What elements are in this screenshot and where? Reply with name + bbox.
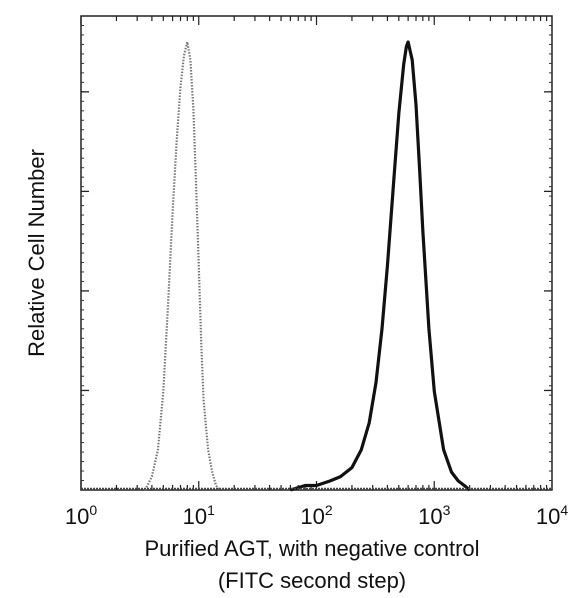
series-0-line [144,40,221,491]
y-axis-ticks [81,24,552,482]
x-tick-label: 100 [65,502,97,529]
x-tick-label: 104 [536,502,568,529]
x-axis-subtitle: (FITC second step) [218,568,406,593]
x-tick-label: 103 [418,502,450,529]
x-axis-ticks [80,16,548,490]
x-axis-title: Purified AGT, with negative control [144,536,479,561]
series-1-line [289,40,471,492]
plot-frame [80,15,553,491]
series-layer [81,40,552,492]
y-axis-title: Relative Cell Number [24,149,49,357]
x-tick-label: 102 [300,502,332,529]
x-tick-label: 101 [183,502,215,529]
x-tick-labels: 100 101 102 103 104 [65,502,568,529]
